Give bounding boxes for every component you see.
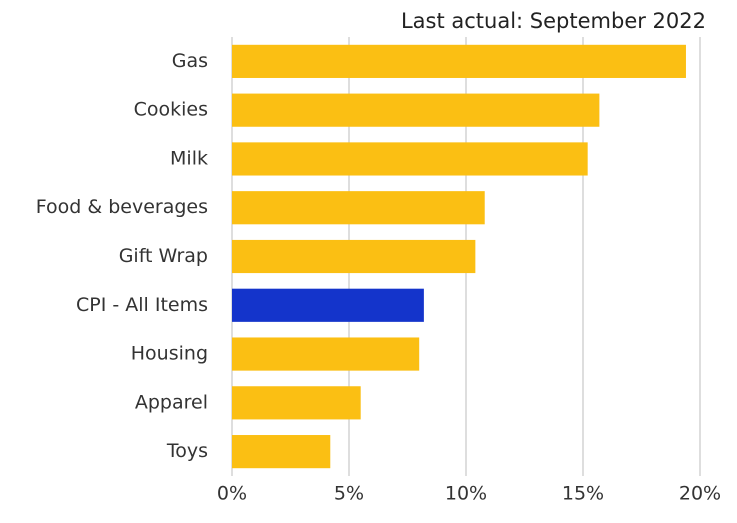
bar — [232, 386, 361, 420]
x-tick-label: 15% — [562, 483, 604, 505]
bar — [232, 239, 476, 274]
y-tick-label: Gift Wrap — [119, 245, 208, 267]
y-tick-label: Gas — [172, 50, 208, 72]
x-tick-label: 0% — [217, 483, 247, 505]
bar — [232, 93, 600, 127]
y-tick-label: CPI - All Items — [76, 294, 208, 316]
y-tick-label: Housing — [131, 343, 208, 365]
bar — [232, 44, 686, 78]
y-tick-label: Food & beverages — [36, 196, 208, 218]
y-tick-label: Milk — [170, 147, 208, 169]
bar — [232, 142, 588, 176]
y-tick-label: Apparel — [135, 391, 208, 413]
bar — [232, 191, 485, 225]
y-tick-label: Toys — [166, 440, 208, 462]
x-tick-label: 5% — [334, 483, 364, 505]
x-tick-label: 20% — [679, 483, 721, 505]
bar — [232, 337, 420, 371]
bar — [232, 435, 331, 469]
bar — [232, 288, 424, 322]
x-tick-label: 10% — [445, 483, 487, 505]
y-tick-label: Cookies — [134, 99, 208, 121]
chart-title: Last actual: September 2022 — [401, 9, 706, 33]
